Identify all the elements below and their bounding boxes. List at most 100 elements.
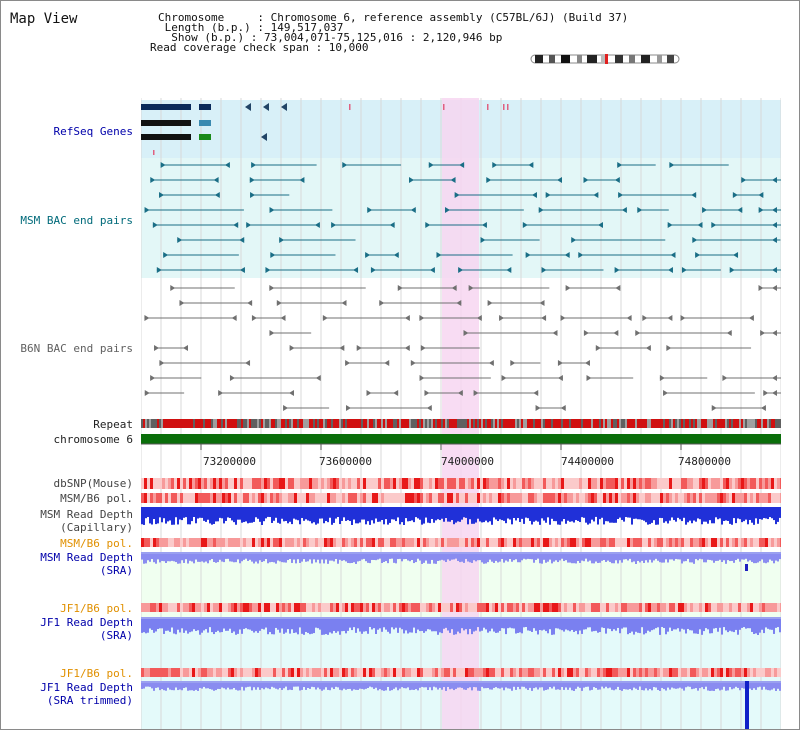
heat-cell: [165, 538, 168, 547]
depth-bar: [443, 681, 445, 688]
heat-cell: [606, 538, 609, 547]
track-label-msm-b6-pol-2[interactable]: MSM/B6 pol.: [60, 537, 133, 550]
heat-cell: [582, 538, 585, 547]
depth-bar: [415, 507, 417, 518]
heat-cell: [228, 538, 231, 547]
depth-bar: [533, 617, 535, 629]
heat-cell: [504, 493, 507, 503]
repeat-segment: [205, 419, 207, 428]
depth-bar: [545, 507, 547, 523]
depth-bar: [629, 552, 631, 559]
msm-bac-pair-end: [425, 222, 431, 228]
track-label-refseq[interactable]: RefSeq Genes: [53, 125, 133, 138]
depth-bar: [509, 552, 511, 559]
heat-cell: [768, 493, 771, 503]
depth-bar: [425, 617, 427, 632]
heat-cell: [318, 603, 321, 612]
track-label-msm-bac[interactable]: MSM BAC end pairs: [20, 214, 133, 227]
track-label-jf1-depth[interactable]: JF1 Read Depth: [40, 616, 133, 629]
depth-bar: [423, 681, 425, 688]
depth-bar: [213, 681, 215, 691]
depth-bar: [559, 507, 561, 525]
depth-bar: [177, 507, 179, 525]
track-label-repeat[interactable]: Repeat: [93, 418, 133, 431]
heat-cell: [648, 478, 651, 489]
msm-bac-pair-end: [741, 177, 747, 183]
heat-cell: [765, 493, 768, 503]
track-label-dbsnp[interactable]: dbSNP(Mouse): [53, 477, 133, 490]
heat-cell: [228, 603, 231, 612]
depth-bar: [641, 681, 643, 691]
chromosome-ideogram[interactable]: [529, 53, 683, 65]
msm-bac-pair-end: [492, 162, 498, 168]
depth-bar: [385, 507, 387, 520]
repeat-segment: [381, 419, 383, 428]
heat-cell: [198, 538, 201, 547]
heat-cell: [615, 478, 618, 489]
depth-bar: [309, 681, 311, 689]
depth-bar: [437, 681, 439, 690]
repeat-segment: [767, 419, 769, 428]
heat-cell: [573, 668, 576, 677]
heat-cell: [726, 538, 729, 547]
heat-cell: [375, 668, 378, 677]
depth-bar: [297, 617, 299, 635]
heat-cell: [435, 668, 438, 677]
track-label-jf1-depth-trimmed[interactable]: JF1 Read Depth: [40, 681, 133, 694]
depth-bar: [183, 617, 185, 633]
repeat-segment: [217, 419, 219, 428]
heat-cell: [225, 538, 228, 547]
heat-cell: [324, 603, 327, 612]
depth-bar: [359, 552, 361, 561]
heat-cell: [288, 493, 291, 503]
repeat-segment: [751, 419, 753, 428]
heat-cell: [195, 493, 198, 503]
depth-bar: [411, 617, 413, 633]
track-label-msm-depth-capillary[interactable]: MSM Read Depth: [40, 508, 133, 521]
track-label-jf1-b6-pol-2[interactable]: JF1/B6 pol.: [60, 667, 133, 680]
depth-bar: [253, 507, 255, 522]
depth-bar: [573, 507, 575, 523]
heat-cell: [579, 668, 582, 677]
heat-cell: [591, 493, 594, 503]
heat-cell: [447, 493, 450, 503]
heat-cell: [144, 603, 147, 612]
heat-cell: [216, 538, 219, 547]
depth-bar: [359, 681, 361, 689]
depth-bar: [171, 507, 173, 525]
depth-bar: [185, 681, 187, 688]
depth-bar: [317, 507, 319, 524]
depth-bar: [281, 552, 283, 563]
heat-cell: [759, 478, 762, 489]
track-label-jf1-b6-pol[interactable]: JF1/B6 pol.: [60, 602, 133, 615]
depth-bar: [589, 617, 591, 628]
heat-cell: [645, 538, 648, 547]
heat-cell: [276, 603, 279, 612]
depth-bar: [587, 552, 589, 562]
heat-cell: [765, 603, 768, 612]
depth-bar: [631, 617, 633, 632]
track-label-b6n-bac[interactable]: B6N BAC end pairs: [20, 342, 133, 355]
coverage-span-info: Read coverage check span : 10,000: [150, 41, 369, 54]
depth-bar: [369, 681, 371, 687]
depth-bar: [585, 617, 587, 630]
track-label-msm-b6-pol[interactable]: MSM/B6 pol.: [60, 492, 133, 505]
heat-cell: [702, 538, 705, 547]
depth-bar: [277, 617, 279, 630]
depth-bar: [267, 507, 269, 517]
heat-cell: [768, 603, 771, 612]
heat-cell: [210, 668, 213, 677]
depth-bar: [395, 552, 397, 564]
depth-bar: [735, 552, 737, 561]
msm-bac-pair-end: [614, 267, 620, 273]
genome-track-canvas[interactable]: 73200000 73600000 74000000 74400000 7480…: [141, 98, 781, 729]
heat-cell: [603, 538, 606, 547]
b6n-bac-pair-end: [488, 360, 494, 366]
heat-cell: [198, 478, 201, 489]
heat-cell: [519, 493, 522, 503]
heat-cell: [636, 603, 639, 612]
b6n-bac-pair-end: [772, 375, 777, 381]
repeat-segment: [775, 419, 777, 428]
heat-cell: [651, 603, 654, 612]
track-label-msm-depth-sra[interactable]: MSM Read Depth: [40, 551, 133, 564]
